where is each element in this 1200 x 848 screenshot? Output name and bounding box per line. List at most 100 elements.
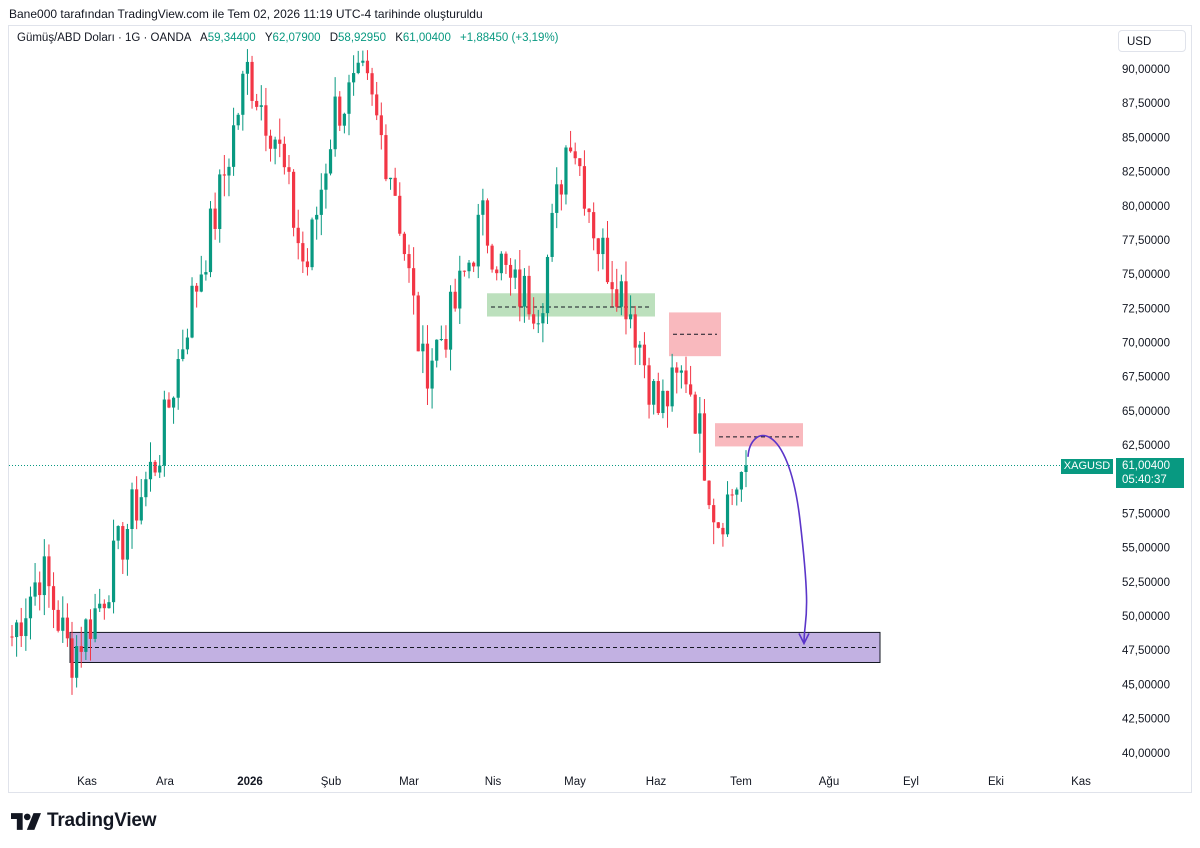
tradingview-logo[interactable]: TradingView [11, 810, 157, 832]
x-tick-label: May [564, 776, 586, 788]
candle-up [652, 381, 656, 405]
candle-down [287, 167, 291, 172]
candle-down [88, 619, 93, 639]
candle-down [508, 264, 513, 278]
candle-up [448, 291, 453, 350]
candle-down [633, 314, 637, 348]
candle-up [725, 494, 730, 535]
candle-down [102, 603, 106, 609]
candle-down [416, 295, 420, 352]
candle-down [592, 212, 596, 239]
candle-up [176, 359, 180, 398]
candle-down [167, 399, 171, 408]
candle-down [384, 135, 388, 180]
y-tick-label: 77,50000 [1122, 235, 1170, 247]
candle-up [352, 73, 356, 83]
candle-up [93, 608, 97, 639]
legend-change: +1,88450 (+3,19%) [460, 32, 559, 44]
last-price-value: 61,00400 [1122, 460, 1170, 472]
candle-up [185, 337, 190, 350]
chart-caption: Bane000 tarafından TradingView.com ile T… [9, 7, 483, 21]
candle-down [532, 314, 536, 324]
candle-down [393, 177, 397, 196]
x-tick-label: Tem [730, 776, 752, 788]
candle-up [324, 173, 328, 190]
x-tick-label: Kas [77, 776, 97, 788]
chart-frame[interactable] [8, 25, 1192, 793]
candle-up [236, 114, 240, 126]
y-tick-label: 67,50000 [1122, 372, 1170, 384]
candle-down [485, 200, 490, 246]
candle-up [564, 147, 568, 195]
currency-selector[interactable]: USD [1118, 30, 1186, 52]
candle-up [218, 174, 222, 229]
candle-up [273, 139, 277, 149]
candle-up [28, 596, 33, 619]
candle-up [158, 465, 162, 473]
y-tick-label: 55,00000 [1122, 543, 1170, 555]
y-tick-label: 75,00000 [1122, 269, 1170, 281]
candle-up [555, 184, 559, 213]
candle-down [689, 384, 693, 395]
x-tick-label: 2026 [237, 776, 263, 788]
x-tick-label: Eyl [903, 776, 919, 788]
candle-down [605, 237, 610, 283]
tradingview-logo-icon [11, 812, 41, 830]
candle-down [610, 282, 614, 290]
candle-up [199, 274, 203, 292]
candle-down [721, 527, 725, 535]
x-tick-label: Ağu [819, 776, 839, 788]
last-price-tag: 61,00400 05:40:37 [1116, 458, 1184, 488]
y-tick-label: 47,50000 [1122, 645, 1170, 657]
candle-down [10, 636, 14, 638]
candle-up [204, 272, 208, 275]
candle-down [291, 171, 296, 228]
candle-up [162, 399, 166, 466]
candle-up [130, 489, 134, 530]
candle-up [139, 497, 143, 521]
candle-up [245, 61, 250, 74]
candle-down [596, 238, 600, 255]
legend-close-value: 61,00400 [402, 32, 451, 44]
demand-zone [487, 293, 655, 317]
candle-down [301, 243, 305, 262]
candle-up [513, 269, 517, 278]
y-tick-label: 72,50000 [1122, 303, 1170, 315]
candle-up [361, 60, 365, 63]
candle-up [231, 125, 236, 167]
candle-down [222, 174, 226, 176]
symbol-legend: Gümüş/ABD Doları · 1G · OANDA A59,34400 … [17, 32, 559, 44]
candle-up [550, 212, 554, 257]
x-tick-label: Haz [646, 776, 667, 788]
candle-down [195, 285, 199, 292]
candle-up [499, 253, 503, 274]
candle-up [107, 602, 111, 609]
candle-up [98, 603, 102, 609]
candle-up [208, 208, 213, 273]
y-tick-label: 87,50000 [1122, 98, 1170, 110]
candle-up [259, 105, 263, 107]
candle-down [255, 100, 259, 107]
candle-down [518, 269, 522, 307]
candle-up [679, 370, 683, 373]
candle-up [619, 281, 623, 307]
candle-down [282, 143, 286, 168]
candle-down [264, 105, 268, 136]
candle-up [328, 149, 333, 174]
legend-high-label: Y [264, 32, 273, 44]
candle-up [670, 367, 674, 407]
candle-down [702, 413, 707, 481]
candle-down [472, 262, 476, 267]
candle-up [315, 214, 319, 220]
candle-up [347, 82, 351, 114]
x-tick-label: Nis [485, 776, 502, 788]
candle-down [444, 339, 448, 350]
y-tick-label: 80,00000 [1122, 201, 1170, 213]
candle-down [615, 289, 619, 307]
candle-up [356, 62, 360, 74]
y-tick-label: 40,00000 [1122, 748, 1170, 760]
y-tick-label: 52,50000 [1122, 577, 1170, 589]
candle-down [407, 254, 411, 269]
candle-down [730, 494, 734, 496]
